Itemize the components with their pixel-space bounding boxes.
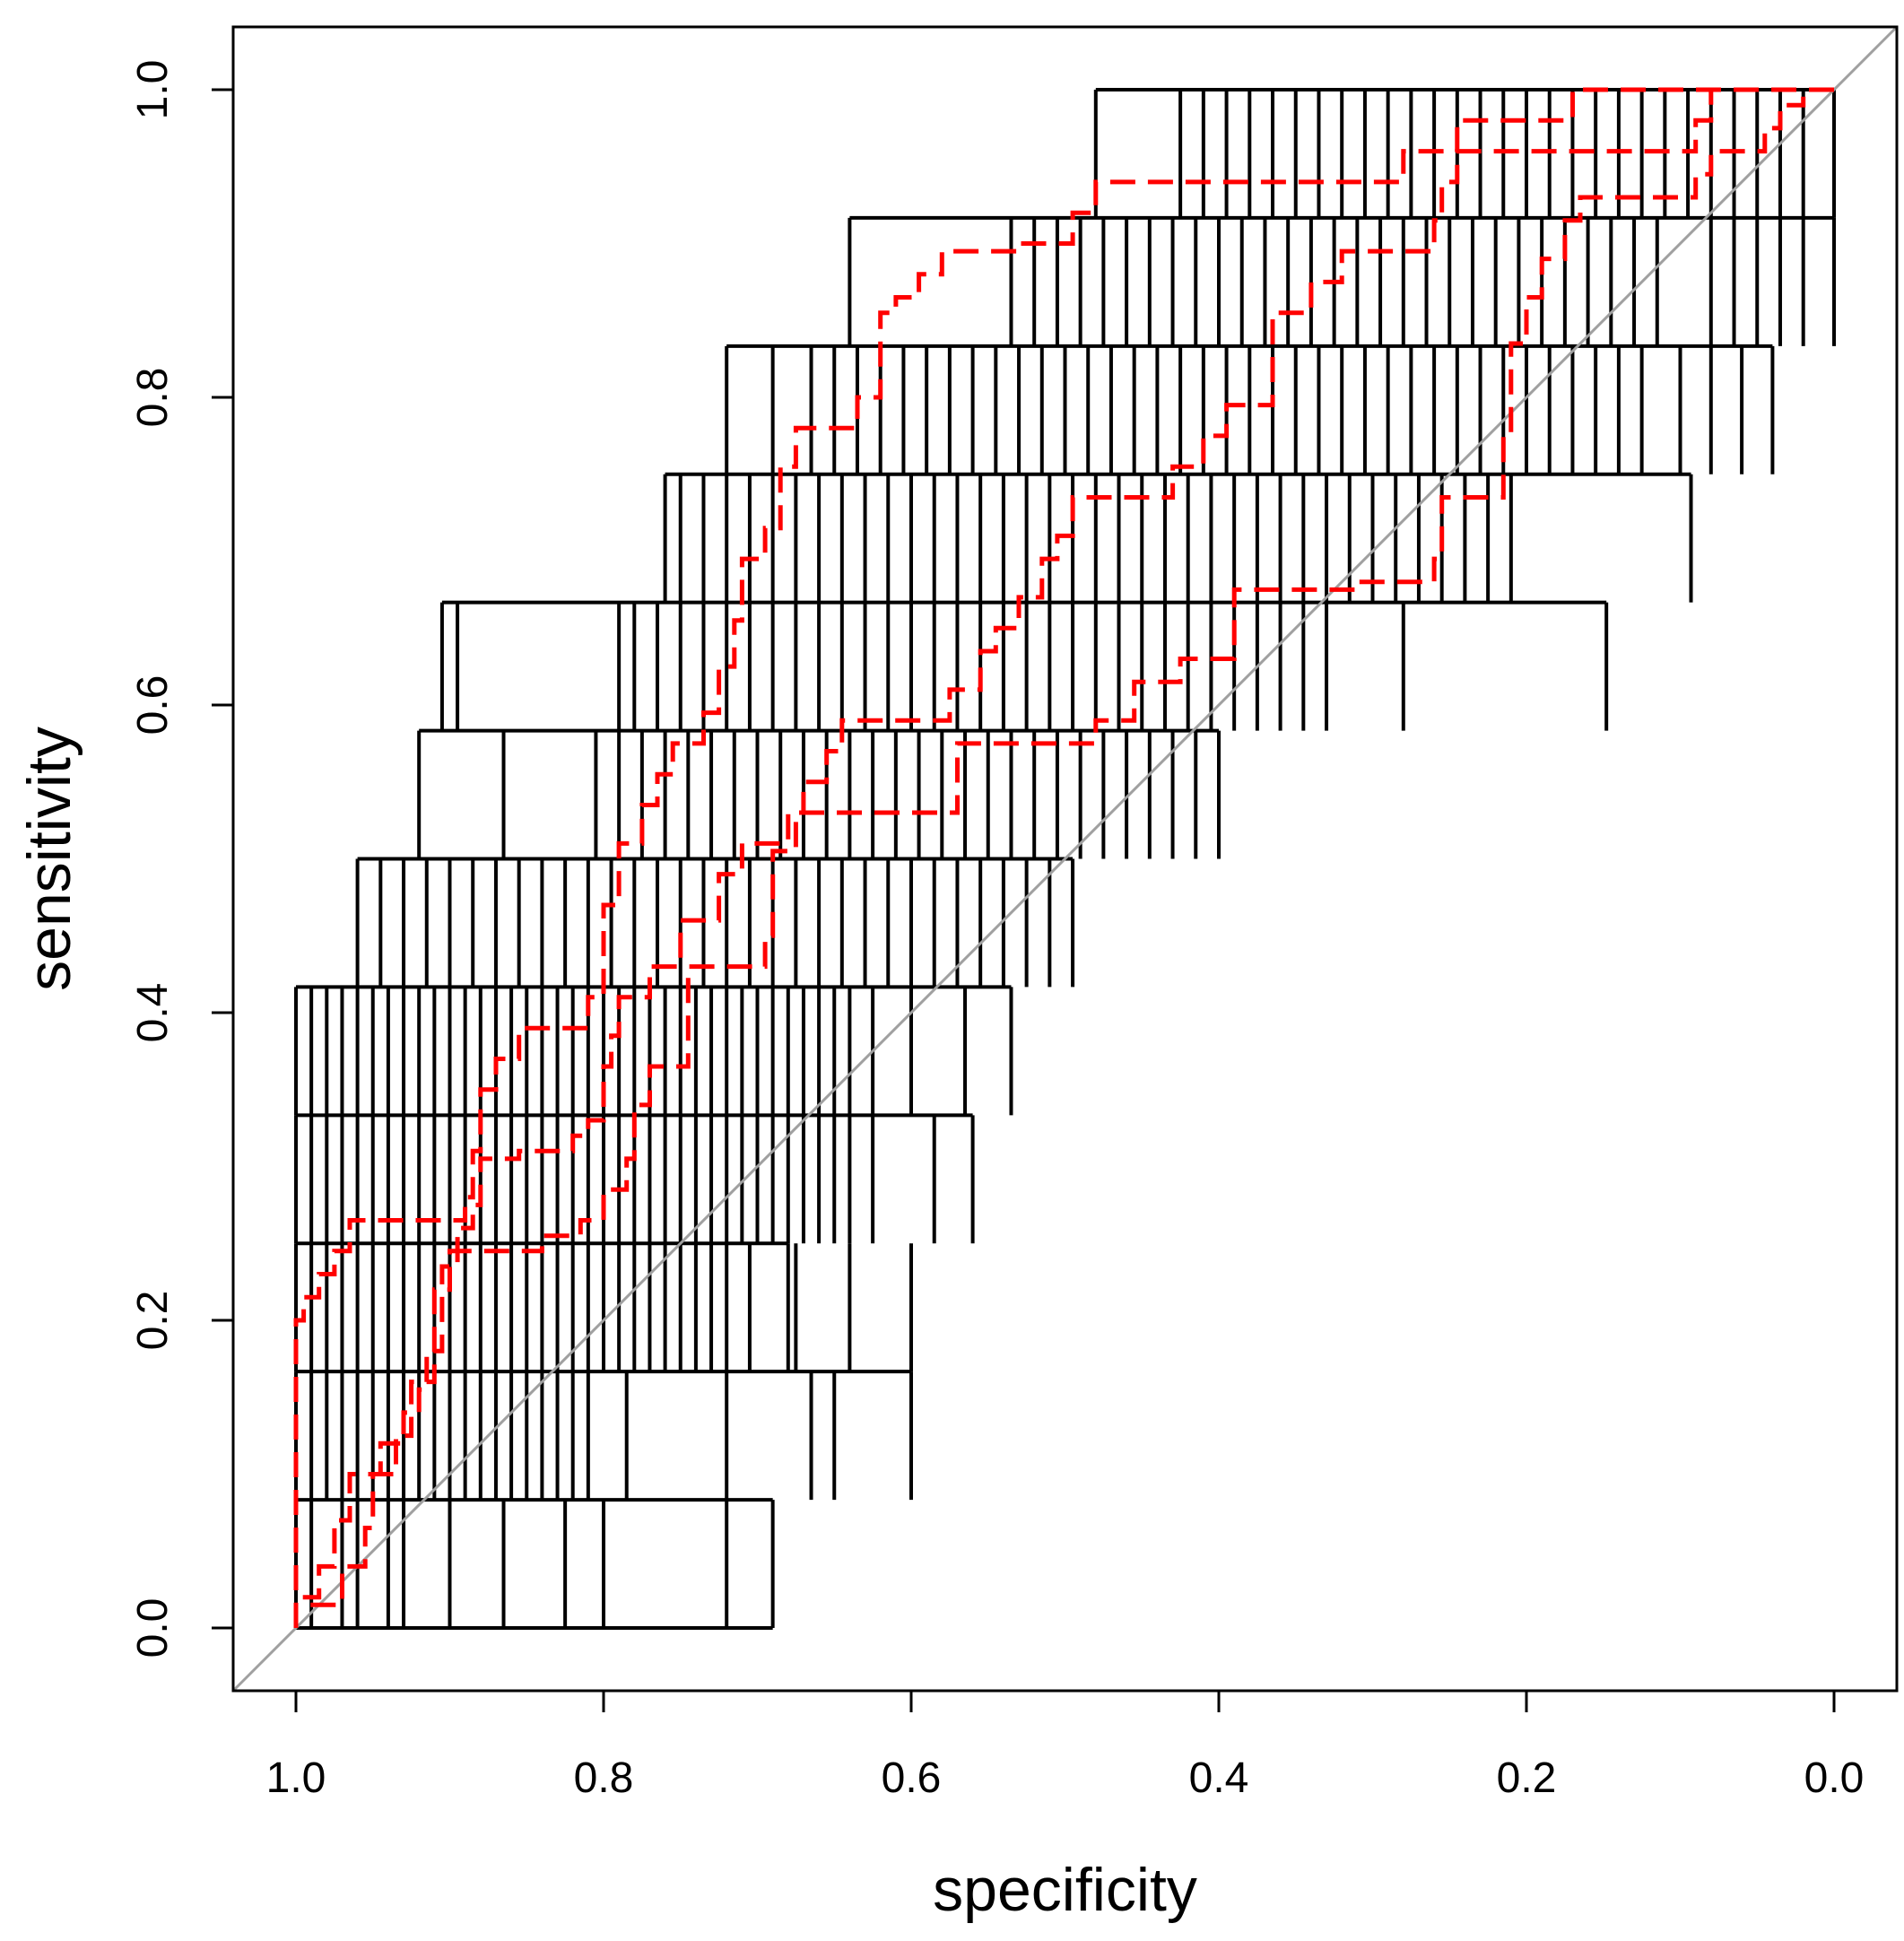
x-axis: 1.0 0.8 0.6 0.4 0.2 0.0 xyxy=(266,1689,1865,1802)
y-tick-label: 0.2 xyxy=(129,1291,177,1351)
y-axis: 0.0 0.2 0.4 0.6 0.8 1.0 xyxy=(129,60,235,1658)
dashed-curve-2 xyxy=(293,87,1834,1628)
dashed-curves-layer xyxy=(293,87,1834,1628)
x-tick-label: 0.0 xyxy=(1804,1754,1865,1802)
x-tick-label: 0.8 xyxy=(574,1754,634,1802)
chance-diagonal xyxy=(231,25,1899,1693)
y-tick-label: 1.0 xyxy=(129,60,177,120)
x-tick-label: 1.0 xyxy=(266,1754,326,1802)
x-tick-label: 0.6 xyxy=(882,1754,942,1802)
dashed-curve-1 xyxy=(293,87,1834,1628)
x-axis-title: specificity xyxy=(933,1856,1197,1924)
x-tick-label: 0.2 xyxy=(1497,1754,1557,1802)
diagonal-layer xyxy=(231,25,1899,1693)
y-tick-label: 0.0 xyxy=(129,1598,177,1658)
y-tick-label: 0.4 xyxy=(129,983,177,1043)
y-axis-title: sensitivity xyxy=(15,727,83,991)
dashed-curve-3 xyxy=(293,87,1834,1628)
x-tick-label: 0.4 xyxy=(1189,1754,1249,1802)
y-tick-label: 0.8 xyxy=(129,368,177,428)
y-tick-label: 0.6 xyxy=(129,675,177,735)
box-grid-layer xyxy=(294,88,1836,1630)
